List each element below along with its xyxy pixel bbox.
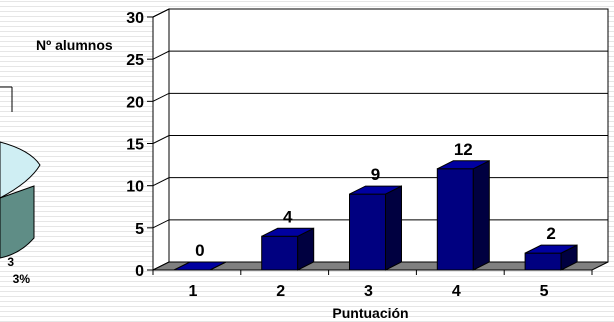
bar-front (436, 168, 474, 271)
pie-label-percent: 3% (13, 272, 31, 286)
y-tick-label: 0 (135, 263, 144, 280)
y-tick-label: 20 (126, 94, 144, 111)
bar-side (472, 159, 490, 271)
x-tick-label: 1 (188, 283, 197, 300)
pie-top (0, 141, 41, 199)
y-tick-label: 30 (126, 10, 144, 27)
bar-top (437, 160, 490, 170)
gridline (152, 8, 608, 18)
labels: 0 4 9 12 2 (195, 140, 556, 260)
pie-chart-fragment: 33% (0, 86, 41, 286)
data-label: 9 (371, 165, 380, 184)
bar-front (261, 235, 299, 271)
bar-top (261, 227, 314, 237)
bar (349, 185, 402, 271)
data-label: 12 (454, 140, 473, 159)
data-label: 0 (195, 241, 204, 260)
data-label: 4 (283, 207, 293, 226)
bar-top (173, 261, 227, 271)
chart-title: Nº alumnos (36, 37, 113, 53)
pie-side (0, 185, 35, 259)
gridline (152, 50, 608, 60)
bar (173, 261, 227, 271)
bar (261, 227, 315, 271)
x-tick-label: 5 (540, 283, 549, 300)
x-tick-label: 3 (364, 283, 373, 300)
bar-front (524, 252, 562, 271)
data-label: 2 (546, 224, 555, 243)
y-tick-label: 25 (126, 52, 144, 69)
y-tick-label: 10 (126, 179, 144, 196)
bar-side (385, 185, 402, 271)
y-tick-label: 5 (135, 221, 144, 238)
bar (436, 159, 490, 271)
x-tick-label: 2 (276, 283, 285, 300)
y-tick-label: 15 (126, 137, 144, 154)
bar-front (349, 193, 386, 271)
gridline (152, 135, 608, 144)
gridline (152, 92, 608, 102)
x-axis-label: Puntuación (332, 305, 408, 321)
x-tick-label: 4 (452, 283, 461, 300)
bars (173, 159, 578, 271)
bar (524, 244, 578, 271)
pie-label-value: 3 (7, 255, 14, 269)
bar-top (524, 244, 578, 254)
bar-top (349, 185, 402, 195)
